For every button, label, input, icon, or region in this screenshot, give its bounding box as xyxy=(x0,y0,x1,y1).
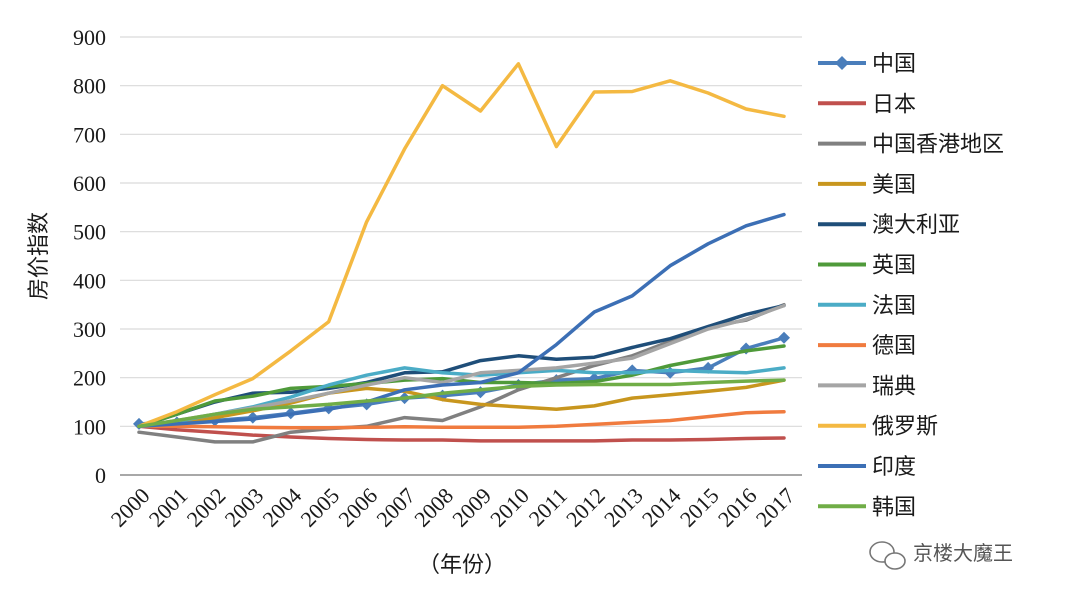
x-tick-label: 2009 xyxy=(447,483,496,532)
series-line xyxy=(137,302,786,444)
legend-label: 韩国 xyxy=(872,495,916,520)
y-tick-label: 400 xyxy=(73,268,106,293)
legend-label: 中国 xyxy=(872,52,916,77)
legend-label: 德国 xyxy=(872,334,916,359)
data-point-marker xyxy=(778,331,790,344)
x-tick-label: 2005 xyxy=(295,483,344,532)
legend-label: 瑞典 xyxy=(872,374,916,399)
series-line xyxy=(137,212,786,429)
x-tick-label: 2001 xyxy=(144,483,193,532)
y-axis-ticks: 0 100 200 300 400 500 600 700 800 900 xyxy=(73,25,106,488)
y-tick-label: 700 xyxy=(73,122,106,147)
y-axis-title: 房价指数 xyxy=(27,212,52,300)
watermark-text: 京楼大魔王 xyxy=(913,541,1013,565)
series-line xyxy=(137,378,786,429)
y-tick-label: 900 xyxy=(73,25,106,50)
series-line xyxy=(137,409,786,430)
series-line xyxy=(137,424,786,443)
series-line xyxy=(137,378,786,429)
series-line xyxy=(137,303,786,429)
x-tick-label: 2008 xyxy=(409,483,458,532)
y-tick-label: 600 xyxy=(73,171,106,196)
x-tick-label: 2010 xyxy=(485,483,534,532)
legend-label: 澳大利亚 xyxy=(872,213,960,238)
x-axis-title: （年份） xyxy=(418,553,506,578)
x-tick-label: 2017 xyxy=(751,483,800,532)
watermark: 京楼大魔王 xyxy=(869,541,1013,570)
legend-label: 美国 xyxy=(872,173,916,198)
data-point-marker xyxy=(664,366,677,379)
x-tick-label: 2007 xyxy=(371,483,420,532)
legend-label: 日本 xyxy=(872,92,916,117)
y-tick-label: 300 xyxy=(73,317,106,342)
x-tick-label: 2002 xyxy=(182,483,231,532)
x-tick-label: 2013 xyxy=(599,483,648,532)
legend-marker xyxy=(835,56,849,70)
legend-label: 法国 xyxy=(872,294,916,319)
x-tick-label: 2004 xyxy=(258,483,307,532)
x-tick-label: 2014 xyxy=(637,483,686,532)
series-line xyxy=(137,62,786,429)
grid-lines xyxy=(120,36,802,427)
y-tick-label: 100 xyxy=(73,414,106,439)
x-tick-label: 2016 xyxy=(713,483,762,532)
legend-label: 中国香港地区 xyxy=(872,133,1004,158)
y-tick-label: 800 xyxy=(73,74,106,99)
series-lines xyxy=(133,62,790,444)
x-tick-label: 2012 xyxy=(561,483,610,532)
x-tick-label: 2006 xyxy=(333,483,382,532)
series-line xyxy=(137,344,786,429)
legend-label: 印度 xyxy=(872,455,916,480)
wechat-icon xyxy=(869,541,906,570)
legend-label: 俄罗斯 xyxy=(872,415,938,440)
x-axis-ticks: 2000200120022003200420052006200720082009… xyxy=(106,483,800,532)
x-tick-label: 2011 xyxy=(524,483,572,531)
y-tick-label: 200 xyxy=(73,366,106,391)
x-tick-label: 2000 xyxy=(106,483,155,532)
x-tick-label: 2003 xyxy=(220,483,269,532)
y-tick-label: 0 xyxy=(95,463,106,488)
x-tick-label: 2015 xyxy=(675,483,724,532)
y-tick-label: 500 xyxy=(73,220,106,245)
legend-label: 英国 xyxy=(872,254,916,279)
